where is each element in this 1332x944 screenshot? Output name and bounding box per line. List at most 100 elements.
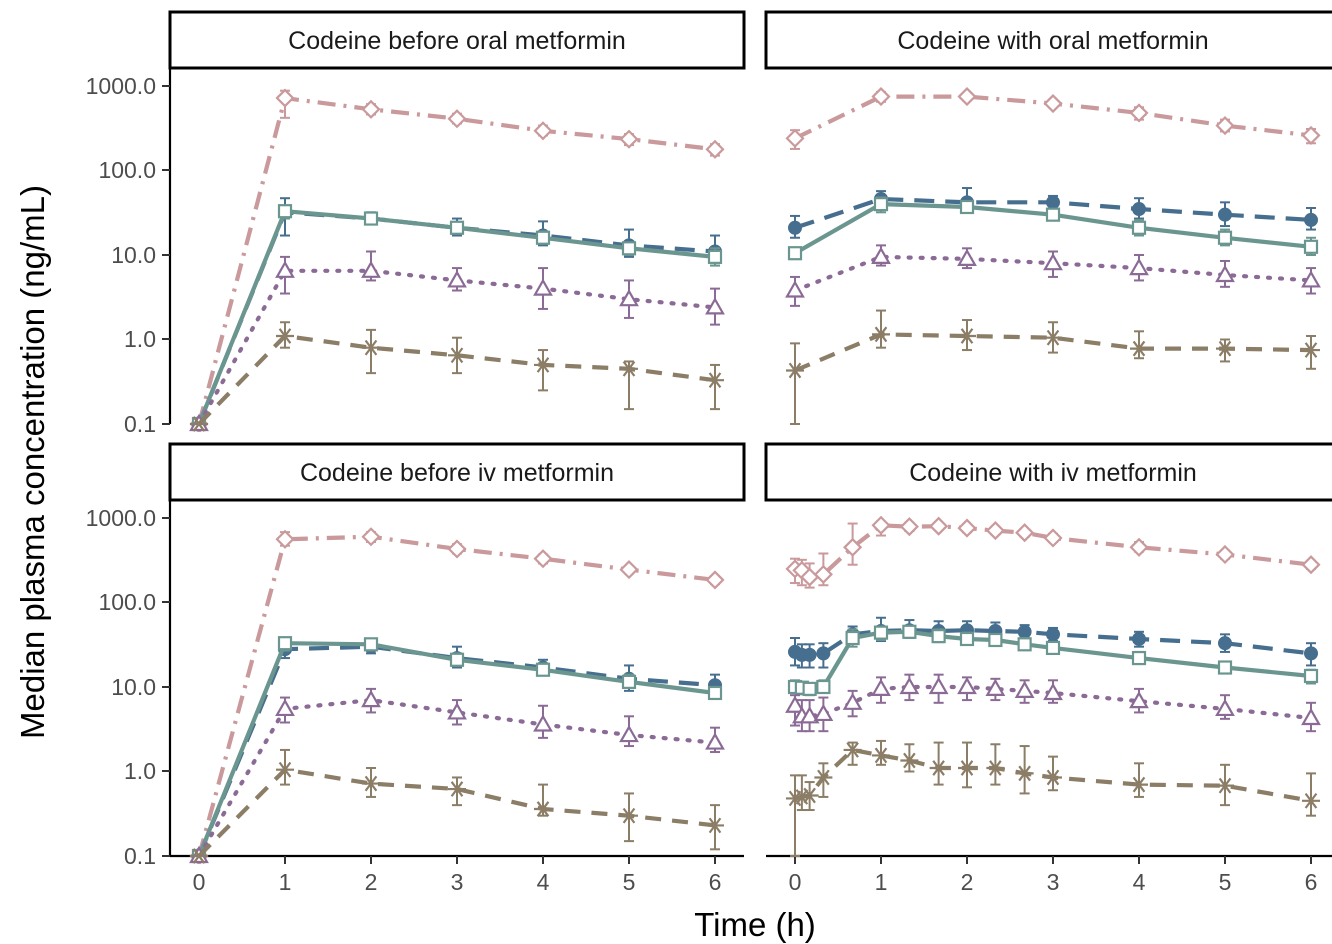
data-point	[929, 760, 948, 776]
data-point	[959, 199, 975, 215]
data-point	[448, 347, 466, 364]
data-point	[1301, 270, 1321, 288]
error-bar	[904, 743, 915, 773]
error-bar	[366, 328, 376, 375]
x-tick-label: 1	[279, 869, 292, 895]
error-bar	[1220, 338, 1230, 363]
error-bar	[1134, 762, 1144, 798]
panel-header-bottom-left: Codeine before iv metformin	[168, 442, 746, 502]
error-bar	[1306, 335, 1316, 370]
data-point	[447, 702, 467, 720]
data-point	[900, 752, 919, 769]
data-point	[190, 848, 208, 864]
series-line	[196, 534, 716, 857]
data-point	[785, 128, 805, 148]
panel-plot-3	[785, 515, 1321, 857]
data-point	[814, 769, 833, 786]
data-point	[786, 362, 804, 379]
y-tick-label: 0.1	[124, 411, 156, 437]
panel-plot-0	[189, 88, 725, 432]
x-tick-label: 5	[623, 869, 636, 895]
error-bar	[452, 776, 462, 807]
series-s1	[189, 527, 725, 864]
data-point	[705, 570, 725, 590]
data-point	[1218, 636, 1232, 651]
y-axis-ticks-top: 1000.0 100.0 10.0 1.0 0.1	[86, 73, 170, 437]
strip-box	[168, 10, 746, 70]
data-point	[361, 260, 381, 278]
strip-box	[168, 442, 746, 502]
data-point	[1215, 264, 1235, 283]
data-point	[873, 197, 889, 212]
x-tick-label: 2	[961, 869, 974, 895]
data-point	[620, 360, 638, 377]
data-point	[621, 674, 637, 689]
data-point	[985, 678, 1006, 696]
data-point	[1304, 646, 1318, 661]
error-bar	[1134, 330, 1144, 360]
series-s4	[189, 250, 725, 432]
series-line	[197, 210, 716, 425]
data-point	[362, 339, 380, 356]
data-point	[448, 781, 466, 797]
data-point	[362, 775, 380, 792]
x-axis-ticks-bottom-right: 0 1 2 3 4 5 6	[789, 856, 1317, 895]
series-s5	[190, 321, 724, 432]
y-tick-label: 10.0	[111, 674, 156, 700]
data-point	[1046, 195, 1060, 210]
data-point	[1017, 637, 1032, 652]
data-point	[619, 288, 639, 307]
data-point	[1129, 103, 1149, 123]
data-point	[799, 706, 820, 724]
data-point	[1044, 329, 1062, 346]
data-point	[706, 372, 724, 389]
data-point	[816, 679, 831, 695]
data-point	[705, 732, 725, 750]
data-point	[1301, 125, 1321, 145]
error-bar	[818, 762, 829, 798]
panel-header-top-left: Codeine before oral metformin	[168, 10, 746, 70]
data-point	[1046, 627, 1060, 642]
y-tick-label: 0.1	[124, 843, 156, 869]
data-point	[986, 760, 1005, 776]
data-point	[619, 129, 639, 149]
data-point	[1218, 207, 1232, 222]
data-point	[277, 636, 293, 651]
data-point	[619, 724, 639, 743]
y-axis-ticks-bottom: 1000.0 100.0 10.0 1.0 0.1	[86, 505, 170, 869]
data-point	[800, 787, 819, 804]
data-point	[872, 326, 890, 343]
data-point	[449, 220, 465, 235]
data-point	[845, 630, 860, 646]
strip-box	[764, 10, 1332, 70]
data-point	[1017, 624, 1032, 639]
series-s5	[786, 739, 1320, 857]
data-point	[534, 801, 552, 817]
data-point	[899, 517, 919, 537]
data-point	[802, 681, 817, 696]
panel-header-bottom-right: Codeine with iv metformin	[764, 442, 1332, 502]
data-point	[363, 637, 379, 652]
data-point	[871, 87, 891, 107]
data-point	[535, 230, 551, 245]
x-tick-label: 4	[1133, 869, 1146, 895]
data-point	[534, 357, 552, 373]
error-bar	[933, 741, 944, 786]
data-point	[447, 539, 467, 559]
data-point	[813, 564, 833, 584]
data-point	[902, 624, 917, 639]
series-line	[197, 644, 716, 857]
data-point	[1130, 340, 1148, 357]
data-point	[1217, 230, 1233, 245]
error-bar	[990, 743, 1001, 786]
data-point	[958, 760, 976, 776]
error-bar	[876, 739, 886, 766]
data-point	[957, 676, 977, 695]
data-point	[1132, 631, 1146, 646]
data-point	[275, 88, 295, 108]
data-point	[190, 416, 208, 432]
data-point	[705, 139, 725, 159]
y-tick-label: 100.0	[98, 157, 156, 183]
data-point	[1045, 207, 1061, 222]
plot-layer	[189, 87, 1321, 864]
